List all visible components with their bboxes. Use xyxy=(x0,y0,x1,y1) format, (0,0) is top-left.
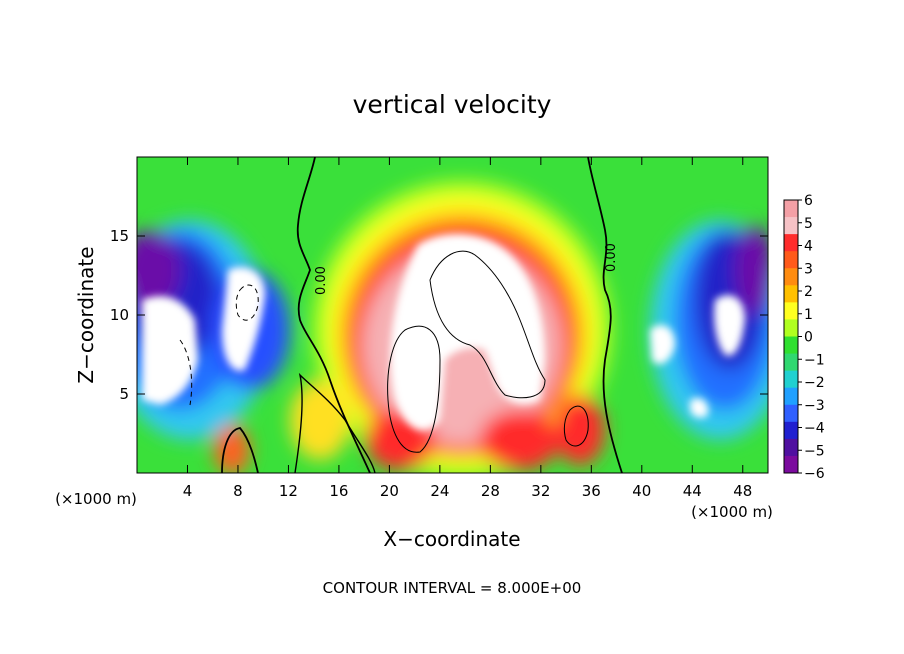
colorbar-swatch-6 xyxy=(784,302,798,320)
contour-surface-mid xyxy=(294,372,376,473)
colorbar-swatch-8 xyxy=(784,336,798,355)
colorbar-swatch-11 xyxy=(784,387,798,406)
saturated-regions xyxy=(142,234,745,431)
colorbar-swatch-1 xyxy=(784,217,798,235)
colorbar-swatch-13 xyxy=(784,421,798,440)
colorbar-swatch-4 xyxy=(784,268,798,286)
contour-label-right: 0.00 xyxy=(604,243,619,272)
x-tick-label-3: 16 xyxy=(329,482,348,500)
x-axis: 4 8 12 16 20 24 28 32 36 40 44 48 xyxy=(183,157,752,500)
colorbar-tick-label-10: −4 xyxy=(804,421,825,437)
colorbar-tick-label-12: −6 xyxy=(804,466,825,482)
x-tick-label-9: 40 xyxy=(632,482,651,500)
colorbar-swatch-7 xyxy=(784,319,798,337)
x-tick-label-11: 48 xyxy=(733,482,752,500)
y-axis-label: Z−coordinate xyxy=(74,246,98,383)
colorbar-tick-label-7: −1 xyxy=(804,352,825,368)
zero-contour-left xyxy=(296,157,371,473)
x-tick-label-4: 20 xyxy=(380,482,399,500)
colorbar-tick-label-0: 6 xyxy=(804,193,813,209)
colorbar-tick-label-2: 4 xyxy=(804,239,813,255)
velocity-field xyxy=(137,157,768,473)
chart-title: vertical velocity xyxy=(353,90,552,119)
contour-lines xyxy=(179,157,623,473)
colorbar-tick-label-8: −2 xyxy=(804,375,825,391)
colorbar-tick-label-1: 5 xyxy=(804,216,813,232)
x-tick-label-1: 8 xyxy=(233,482,243,500)
y-axis: 5 10 15 xyxy=(110,227,768,403)
colorbar-swatch-9 xyxy=(784,353,798,372)
colorbar-swatch-14 xyxy=(784,438,798,457)
y-tick-label-2: 15 xyxy=(110,227,129,245)
colorbar-swatch-3 xyxy=(784,251,798,269)
y-tick-label-0: 5 xyxy=(119,385,129,403)
contour-left-dashed-2 xyxy=(179,339,193,406)
x-unit-label-left: (×1000 m) xyxy=(55,490,137,508)
contour-interval-footer: CONTOUR INTERVAL = 8.000E+00 xyxy=(323,579,582,597)
zero-contour-right xyxy=(587,157,623,473)
contour-right-small xyxy=(563,405,589,447)
colorbar: 6 5 4 3 2 1 0 −1 −2 −3 −4 −5 −6 xyxy=(783,193,825,482)
x-tick-label-5: 24 xyxy=(430,482,449,500)
x-tick-label-6: 28 xyxy=(481,482,500,500)
x-tick-label-8: 36 xyxy=(582,482,601,500)
colorbar-tick-label-4: 2 xyxy=(804,284,813,300)
colorbar-swatch-12 xyxy=(784,404,798,423)
contour-core-upper xyxy=(429,250,546,399)
colorbar-tick-label-5: 1 xyxy=(804,307,813,323)
y-tick-label-1: 10 xyxy=(110,306,129,324)
colorbar-swatch-10 xyxy=(784,370,798,389)
x-unit-label-right: (×1000 m) xyxy=(691,503,773,521)
x-axis-label: X−coordinate xyxy=(383,527,520,551)
colorbar-swatch-5 xyxy=(784,285,798,303)
contour-surface-left xyxy=(221,427,259,473)
colorbar-tick-label-11: −5 xyxy=(804,443,825,459)
colorbar-tick-label-3: 3 xyxy=(804,261,813,277)
contour-label-left: 0.00 xyxy=(314,266,329,295)
x-tick-label-2: 12 xyxy=(279,482,298,500)
colorbar-tick-label-9: −3 xyxy=(804,398,825,414)
x-tick-label-7: 32 xyxy=(531,482,550,500)
x-tick-label-10: 44 xyxy=(683,482,702,500)
x-tick-label-0: 4 xyxy=(183,482,193,500)
contour-core-left xyxy=(387,325,441,453)
colorbar-swatch-2 xyxy=(784,234,798,252)
colorbar-swatch-15 xyxy=(784,455,798,474)
colorbar-swatch-0 xyxy=(784,200,798,218)
colorbar-tick-label-6: 0 xyxy=(804,330,813,346)
